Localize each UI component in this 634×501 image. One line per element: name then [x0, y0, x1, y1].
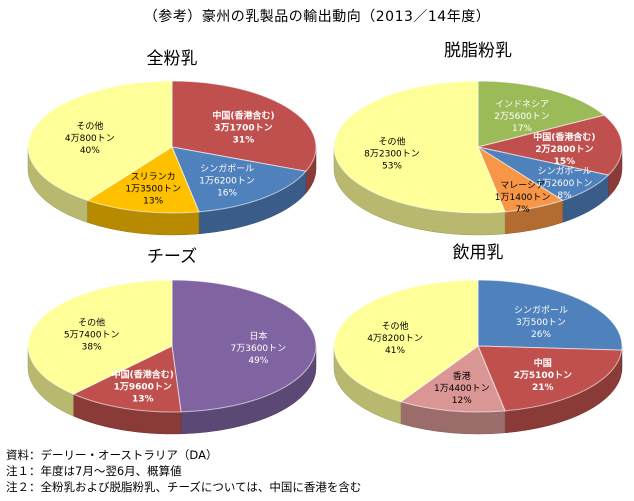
slice-label: その他 4万800トン 40%	[65, 120, 115, 156]
slice-label: シンガポール 1万2600トン 8%	[537, 166, 593, 201]
slice-label: 香港 1万4400トン 12%	[434, 370, 490, 406]
pie-slice	[333, 80, 506, 214]
slice-label: 中国(香港含む) 1万9600トン 13%	[112, 368, 174, 404]
slice-label: その他 4万8200トン 41%	[367, 320, 423, 356]
pie-side	[27, 146, 317, 236]
note-2: 注２：全粉乳および脱脂粉乳、チーズについては、中国に香港を含む	[6, 480, 362, 494]
pie-slice	[333, 279, 479, 403]
chart-title: チーズ	[147, 247, 197, 267]
pie-slice	[477, 279, 623, 351]
chart-title: 全粉乳	[147, 49, 198, 69]
slice-label: 中国(香港含む) 2万2800トン 15%	[533, 131, 595, 167]
chart-title: 飲用乳	[453, 243, 504, 263]
pie-slice	[27, 80, 173, 201]
note-1: 注１：年度は7月～翌6月、概算値	[6, 464, 182, 478]
slice-label: インドネシア 2万5600トン 17%	[494, 99, 550, 134]
pie-slice	[171, 146, 307, 213]
pie-slice	[171, 80, 317, 172]
slice-label: 中国 2万5100トン 21%	[514, 357, 572, 393]
slice-label: スリランカ 1万3500トン 13%	[125, 172, 181, 207]
pie-slice	[171, 279, 317, 413]
pie-slice	[477, 114, 623, 176]
pie-slice	[72, 345, 182, 413]
note-source: 資料：デーリー・オーストラリア（DA）	[6, 448, 218, 462]
slice-label: 日本 7万3600トン 49%	[231, 330, 287, 366]
notes: 資料：デーリー・オーストラリア（DA） 注１：年度は7月～翌6月、概算値 注２：…	[6, 447, 361, 495]
main-title: （参考）豪州の乳製品の輸出動向（2013／14年度）	[143, 9, 491, 25]
slice-label: 中国(香港含む) 3万1700トン 31%	[212, 110, 274, 146]
pie-slice	[477, 80, 606, 148]
slice-label: マレーシア 1万1400トン 7%	[495, 181, 551, 215]
pie-slice	[27, 279, 173, 395]
slice-label: シンガポール 3万500トン 26%	[514, 305, 568, 340]
slice-label: シンガポール 1万6200トン 16%	[199, 164, 255, 199]
pie-slice	[477, 345, 623, 412]
slice-label: その他 8万2300トン 53%	[364, 136, 420, 172]
pie-side	[333, 345, 623, 435]
chart-title: 脱脂粉乳	[444, 41, 512, 61]
slice-label: その他 5万7400トン 38%	[64, 316, 120, 352]
pie-slice	[399, 345, 506, 413]
pie-slice	[86, 146, 200, 214]
